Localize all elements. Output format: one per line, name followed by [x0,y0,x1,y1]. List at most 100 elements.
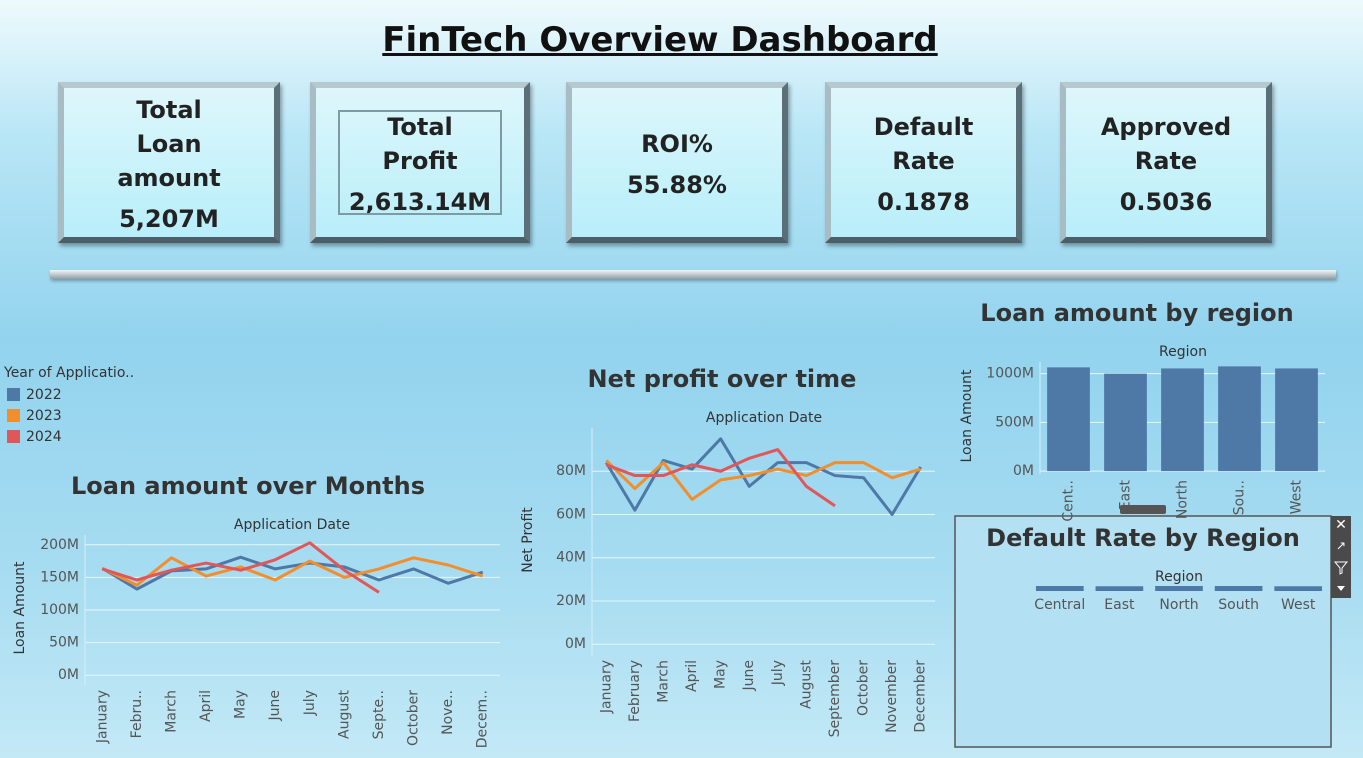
kpi-value: 2,613.14M [348,187,492,216]
chart-title: Loan amount over Months [71,472,425,500]
x-tick-label: Central [1034,597,1085,613]
kpi-value: 0.1878 [877,187,970,216]
x-tick-label: July [770,660,786,686]
x-axis-title: Application Date [234,517,350,533]
x-tick-label: January [94,690,110,744]
bar [1218,366,1261,472]
series-line [101,556,484,587]
x-tick-label: June [741,660,757,692]
y-tick-label: 500M [995,414,1034,430]
y-tick-label: 0M [1013,463,1034,479]
kpi-value: 55.88% [627,170,727,199]
x-tick-label: December [913,660,929,733]
x-tick-label: August [798,659,814,709]
y-axis-title: Net Profit [520,507,536,573]
chart-title: Loan amount by region [980,299,1293,327]
dashboard-title: FinTech Overview Dashboard [382,20,938,60]
x-tick-label: Febru.. [129,690,145,738]
y-tick-label: 60M [556,506,586,522]
y-tick-label: 20M [556,593,586,609]
x-axis-title: Application Date [706,410,822,426]
kpi-label: Approved Rate [1100,112,1232,175]
x-tick-label: May [713,660,729,689]
x-axis-title: Region [1159,344,1207,360]
overlay-panel [954,515,1332,748]
kpi-label: Default Rate [873,112,974,175]
legend-label: 2022 [26,387,62,403]
close-icon[interactable]: ✕ [1335,517,1347,533]
y-tick-label: 50M [49,635,79,651]
menu-icon[interactable] [1337,586,1345,591]
kpi-label: Total Loan amount [117,95,221,192]
kpi-value: 0.5036 [1119,187,1213,216]
open-icon[interactable]: ↗ [1336,539,1346,553]
x-tick-label: October [406,690,422,746]
kpi-card: ROI% 55.88% [566,82,788,243]
y-tick-label: 0M [58,667,79,683]
x-tick-label: April [198,690,214,722]
x-tick-label: March [655,660,671,703]
x-tick-label: Nove.. [440,690,456,735]
x-tick-label: East [1118,480,1134,511]
kpi-card: Approved Rate 0.5036 [1060,82,1272,243]
legend-swatch [7,430,20,443]
kpi-value: 5,207M [119,204,219,233]
x-tick-label: South [1218,597,1259,613]
bar [1155,586,1203,591]
x-tick-label: February [627,660,643,722]
x-tick-label: March [163,690,179,733]
x-tick-label: June [267,690,283,722]
legend-swatch [7,388,20,401]
bar [1275,368,1318,472]
bar [1274,586,1323,591]
bar [1161,368,1204,472]
x-tick-label: May [233,690,249,719]
legend-label: 2023 [26,408,62,424]
bar [1047,367,1090,472]
series-line [605,459,922,501]
bar [1104,373,1147,472]
kpi-label: Total Profit [382,112,458,175]
y-axis-title: Loan Amount [959,369,975,463]
x-tick-label: North [1159,597,1198,613]
y-tick-label: 40M [556,550,586,566]
x-tick-label: January [598,660,614,714]
kpi-card: Total Profit 2,613.14M [310,82,530,243]
legend-title: Year of Applicatio.. [3,365,134,381]
y-tick-label: 80M [556,463,586,479]
series-line [101,541,380,594]
x-tick-label: November [884,660,900,733]
x-axis-title: Region [1155,569,1203,585]
series-line [605,448,836,508]
x-tick-label: Sou.. [1232,480,1248,515]
x-tick-label: East [1104,597,1135,613]
toolbar [1331,516,1351,598]
bar [1035,586,1084,591]
chart-title: Net profit over time [588,365,857,393]
y-axis-title: Loan Amount [12,561,28,655]
y-tick-label: 1000M [986,366,1034,382]
y-tick-label: 100M [40,602,79,618]
x-tick-label: April [684,660,700,692]
bar [1214,586,1263,591]
x-tick-label: Decem.. [475,690,491,748]
y-tick-label: 200M [40,537,79,553]
kpi-label: ROI% [641,129,713,158]
drag-handle[interactable] [1120,505,1166,514]
chart-title: Default Rate by Region [986,524,1300,552]
x-tick-label: October [856,660,872,716]
x-tick-label: September [827,660,843,738]
bar [1095,586,1144,591]
separator [50,270,1336,279]
legend-label: 2024 [26,429,62,445]
y-tick-label: 150M [40,569,79,585]
filter-icon[interactable] [1333,561,1349,575]
x-tick-label: August [336,689,352,739]
x-tick-label: West [1289,479,1305,514]
x-tick-label: North [1175,480,1191,519]
x-tick-label: West [1281,597,1316,613]
y-tick-label: 0M [565,636,586,652]
legend-swatch [7,409,20,422]
